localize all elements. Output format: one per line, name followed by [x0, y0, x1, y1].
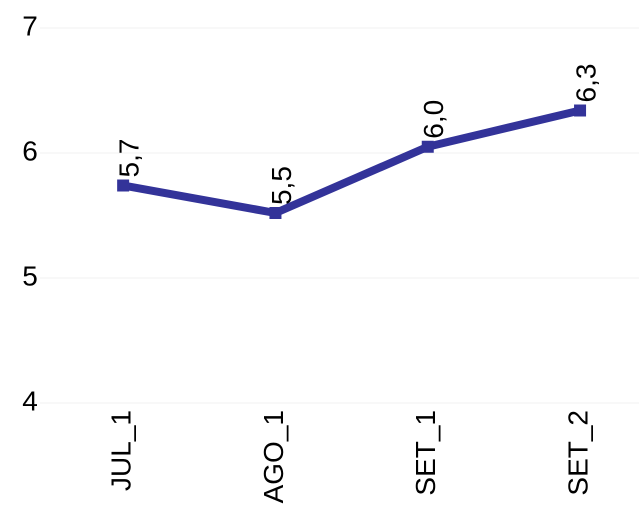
y-tick-label: 6 — [22, 135, 38, 166]
data-label: 5,5 — [266, 166, 297, 205]
y-tick-label: 4 — [22, 385, 38, 416]
data-label: 6,0 — [418, 100, 449, 139]
data-label: 6,3 — [570, 64, 601, 103]
data-line — [122, 106, 581, 217]
data-point — [269, 207, 282, 219]
data-point — [117, 179, 130, 192]
y-tick-label: 7 — [22, 10, 38, 41]
y-tick-label: 5 — [22, 260, 38, 291]
data-point — [421, 140, 434, 153]
x-tick-label: SET_1 — [410, 410, 441, 496]
data-point — [574, 104, 587, 117]
x-tick-label: JUL_1 — [106, 410, 137, 491]
data-label: 5,7 — [114, 139, 145, 178]
x-tick-label: AGO_1 — [258, 410, 289, 503]
x-tick-label: SET_2 — [562, 410, 593, 496]
